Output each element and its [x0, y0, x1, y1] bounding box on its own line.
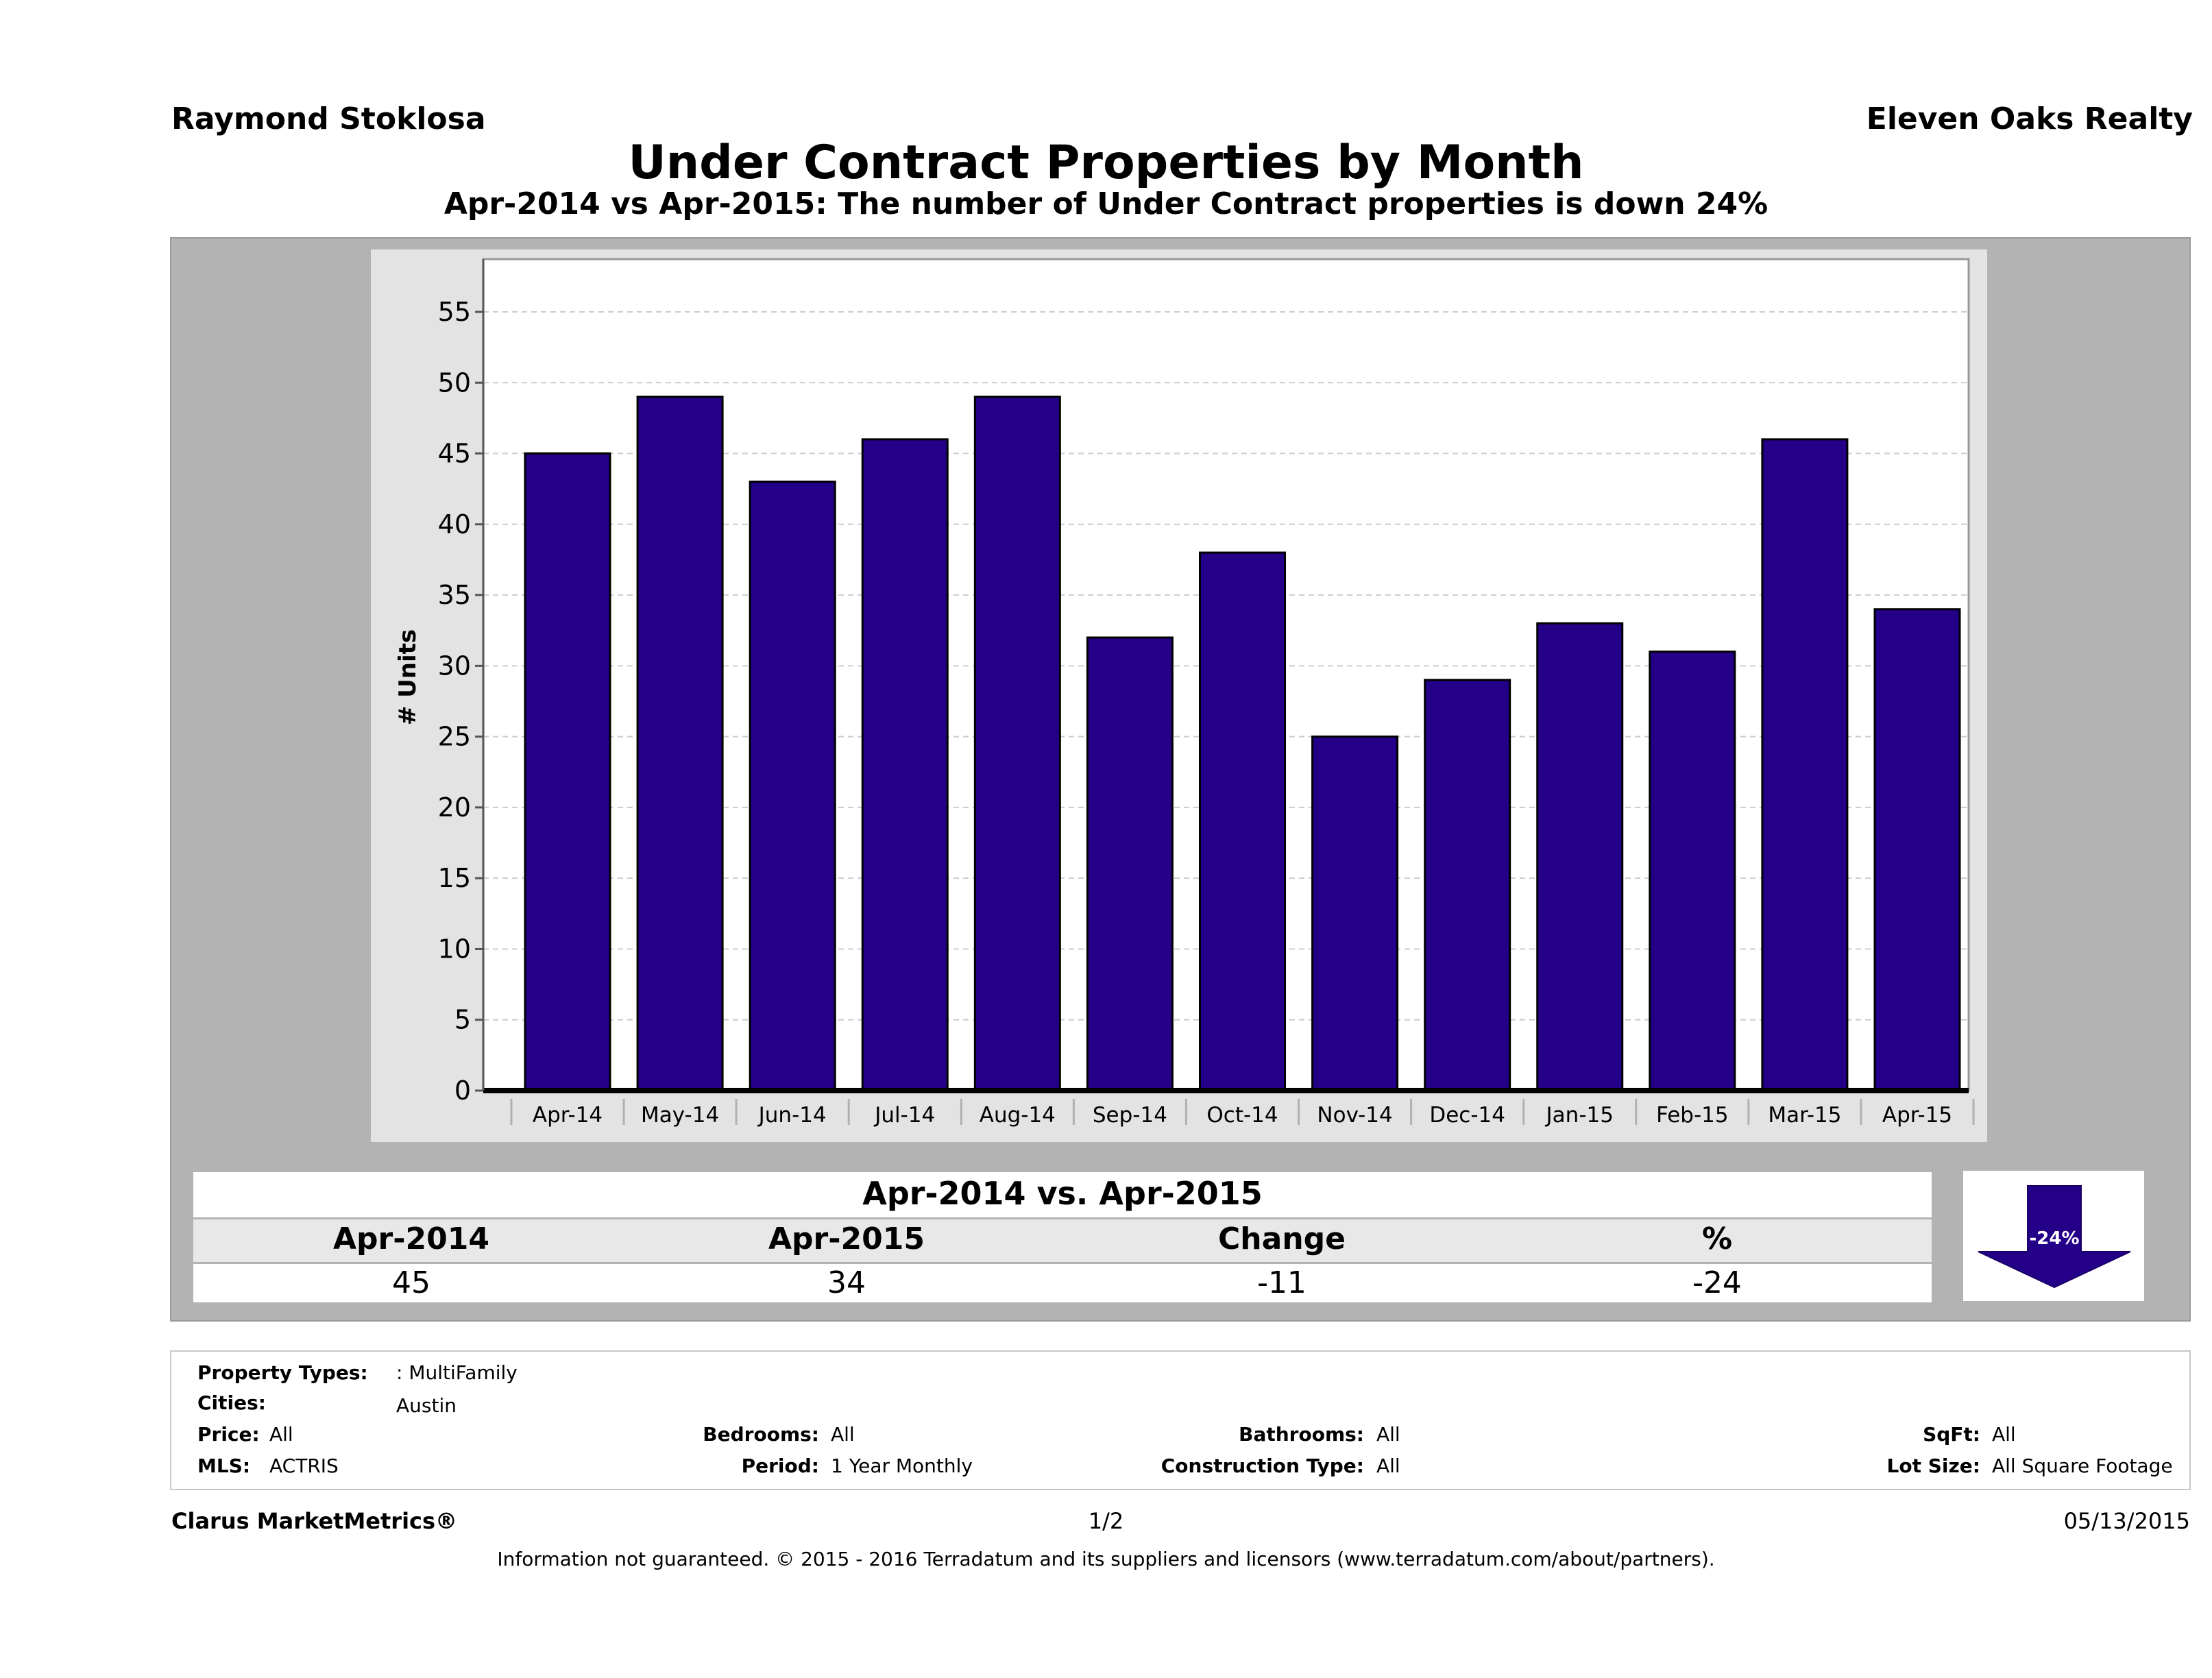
- x-axis-ticks: Apr-14 May-14 Jun-14 Jul-14 Aug-14 Sep-14 Oct-…: [510, 1099, 1975, 1128]
- y-tick-label: 30: [438, 650, 471, 681]
- mls-label: MLS:: [197, 1455, 251, 1477]
- period-value: 1 Year Monthly: [831, 1455, 973, 1477]
- report-subtitle: Apr-2014 vs Apr-2015: The number of Unde…: [443, 186, 1769, 221]
- x-tick-label: Nov-14: [1317, 1103, 1392, 1128]
- bar-feb-15: [1649, 650, 1736, 1092]
- construction-type-value: All: [1376, 1455, 1400, 1477]
- sqft-value: All: [1992, 1423, 2016, 1446]
- bar-apr-14: [524, 452, 611, 1092]
- x-tick-label: Jun-14: [757, 1103, 827, 1128]
- summary-value-percent: -24: [1692, 1265, 1742, 1300]
- summary-title-bar: [193, 1172, 1932, 1217]
- bar-jul-14: [861, 438, 949, 1092]
- summary-value-row: [193, 1264, 1932, 1302]
- x-tick-label: Jul-14: [873, 1103, 935, 1128]
- bathrooms-label: Bathrooms:: [1239, 1423, 1364, 1446]
- lot-size-label: Lot Size:: [1886, 1455, 1980, 1477]
- change-arrow-box: -24%: [1963, 1171, 2144, 1301]
- bedrooms-value: All: [831, 1423, 855, 1446]
- change-arrow-label: -24%: [2029, 1228, 2079, 1249]
- mls-value: ACTRIS: [269, 1455, 339, 1477]
- summary-header-apr2014: Apr-2014: [333, 1221, 489, 1256]
- y-tick-label: 35: [438, 580, 471, 610]
- price-label: Price:: [197, 1423, 260, 1446]
- y-tick-label: 10: [438, 934, 471, 964]
- y-tick-label: 15: [438, 863, 471, 893]
- bar-mar-15: [1761, 438, 1849, 1092]
- bar-nov-14: [1311, 735, 1399, 1092]
- bar-sep-14: [1086, 636, 1174, 1092]
- y-tick-label: 25: [438, 722, 471, 752]
- cities-value: Austin: [396, 1394, 457, 1417]
- x-tick-label: Oct-14: [1206, 1103, 1278, 1128]
- y-tick-label: 40: [438, 509, 471, 539]
- y-tick-label: 50: [438, 367, 471, 398]
- filters-box: [170, 1350, 2191, 1490]
- bar-chart: 0 5 10 15 20 25 30 35 40 45 50 55 Apr-14 May-14 Jun-1…: [394, 258, 1975, 1128]
- property-types-label: Property Types:: [197, 1361, 368, 1384]
- x-tick-label: Feb-15: [1656, 1103, 1729, 1128]
- summary-value-apr2014: 45: [392, 1265, 430, 1300]
- bars: [524, 396, 1961, 1092]
- x-tick-label: Sep-14: [1093, 1103, 1167, 1128]
- summary-title: Apr-2014 vs. Apr-2015: [862, 1175, 1263, 1212]
- y-axis-ticks: 0 5 10 15 20 25 30 35 40 45 50 55: [438, 297, 483, 1106]
- bar-aug-14: [973, 396, 1061, 1092]
- lot-size-value: All Square Footage: [1992, 1455, 2173, 1477]
- x-tick-label: Dec-14: [1429, 1103, 1505, 1128]
- summary-header-row: [193, 1219, 1932, 1262]
- brokerage-name: Eleven Oaks Realty: [1866, 101, 2193, 136]
- summary-header-apr2015: Apr-2015: [768, 1221, 925, 1256]
- agent-name: Raymond Stoklosa: [171, 101, 486, 136]
- product-name: Clarus MarketMetrics®: [171, 1508, 458, 1534]
- summary-value-change: -11: [1257, 1265, 1306, 1300]
- disclaimer: Information not guaranteed. © 2015 - 201…: [497, 1548, 1715, 1570]
- x-tick-label: Mar-15: [1768, 1103, 1841, 1128]
- x-tick-label: May-14: [641, 1103, 719, 1128]
- property-types-value: : MultiFamily: [396, 1361, 518, 1384]
- summary-header-percent: %: [1701, 1221, 1733, 1256]
- page-number: 1/2: [1088, 1508, 1124, 1534]
- x-tick-label: Jan-15: [1545, 1103, 1614, 1128]
- price-value: All: [269, 1423, 293, 1446]
- y-tick-label: 5: [454, 1005, 471, 1035]
- bedrooms-label: Bedrooms:: [703, 1423, 819, 1446]
- report-date: 05/13/2015: [2063, 1508, 2190, 1534]
- x-tick-label: Aug-14: [980, 1103, 1056, 1128]
- y-tick-label: 20: [438, 792, 471, 823]
- cities-label: Cities:: [197, 1391, 266, 1414]
- bar-jan-15: [1536, 622, 1624, 1092]
- bar-may-14: [636, 396, 724, 1092]
- summary-value-apr2015: 34: [827, 1265, 866, 1300]
- bar-apr-15: [1873, 608, 1961, 1092]
- bar-oct-14: [1199, 551, 1286, 1092]
- construction-type-label: Construction Type:: [1160, 1455, 1364, 1477]
- bar-dec-14: [1424, 679, 1511, 1092]
- period-label: Period:: [741, 1455, 819, 1477]
- y-axis-label: # Units: [394, 629, 422, 725]
- down-arrow-icon: -24%: [1978, 1185, 2131, 1289]
- report-title: Under Contract Properties by Month: [628, 136, 1584, 190]
- sqft-label: SqFt:: [1923, 1423, 1980, 1446]
- x-tick-label: Apr-15: [1882, 1103, 1952, 1128]
- y-tick-label: 55: [438, 297, 471, 327]
- summary-header-change: Change: [1218, 1221, 1346, 1256]
- x-tick-label: Apr-14: [533, 1103, 603, 1128]
- y-tick-label: 0: [454, 1075, 471, 1106]
- bar-jun-14: [749, 481, 836, 1092]
- y-tick-label: 45: [438, 439, 471, 469]
- bathrooms-value: All: [1376, 1423, 1400, 1446]
